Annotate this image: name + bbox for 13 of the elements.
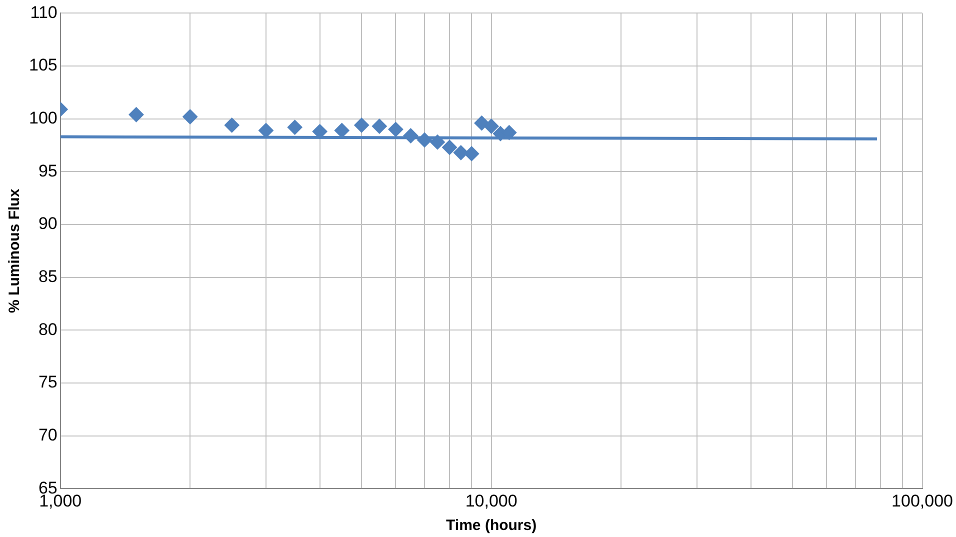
y-tick-label: 90 xyxy=(38,214,58,234)
y-tick-label: 70 xyxy=(38,425,58,444)
x-tick-label: 100,000 xyxy=(892,491,953,510)
x-axis-title: Time (hours) xyxy=(446,517,537,534)
y-axis-title: % Luminous Flux xyxy=(6,188,24,313)
y-tick-label: 75 xyxy=(38,372,58,392)
y-tick-label: 95 xyxy=(38,161,58,180)
y-tick-label: 80 xyxy=(38,320,58,339)
x-tick-label: 10,000 xyxy=(465,491,518,510)
y-tick-label: 105 xyxy=(28,56,58,75)
y-tick-label: 110 xyxy=(30,2,58,22)
y-tick-label: 100 xyxy=(28,108,58,128)
y-tick-label: 85 xyxy=(38,267,58,286)
